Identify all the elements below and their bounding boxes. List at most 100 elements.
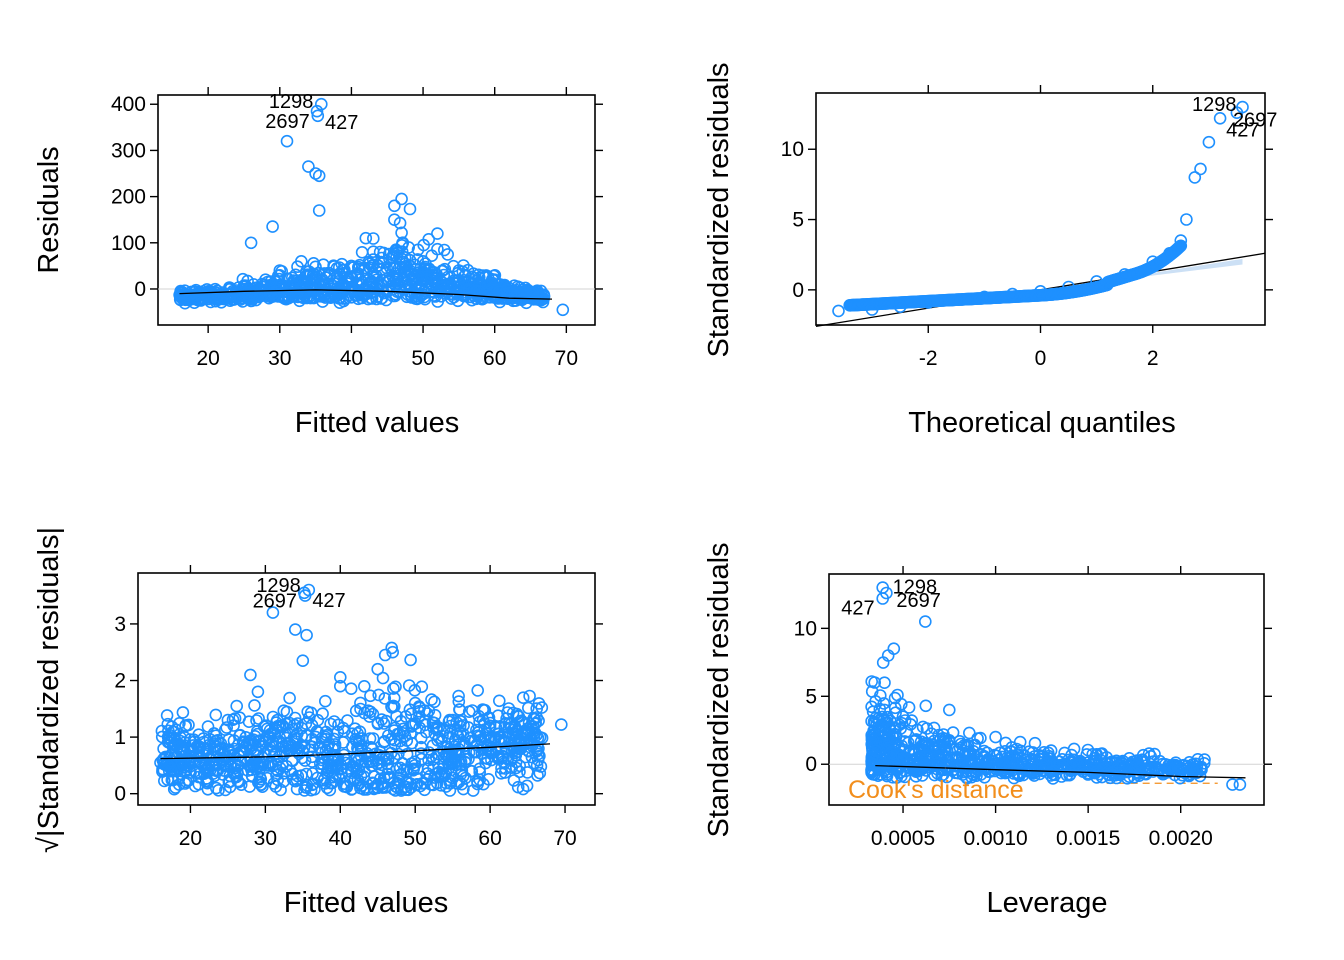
data-point bbox=[891, 688, 904, 702]
x-tick-label: 30 bbox=[254, 827, 277, 850]
data-point bbox=[259, 273, 272, 287]
data-point bbox=[290, 274, 304, 288]
data-point bbox=[286, 722, 300, 736]
data-point bbox=[157, 742, 170, 756]
data-point bbox=[530, 759, 544, 772]
data-point bbox=[865, 303, 879, 316]
data-point bbox=[468, 734, 482, 747]
data-point bbox=[898, 770, 912, 784]
data-point bbox=[404, 653, 417, 667]
data-point bbox=[388, 213, 401, 226]
data-point bbox=[178, 742, 191, 756]
x-tick-label: 60 bbox=[478, 827, 501, 850]
data-point bbox=[333, 679, 347, 693]
data-point bbox=[318, 694, 332, 708]
data-point bbox=[192, 777, 206, 791]
data-point bbox=[390, 727, 404, 741]
data-point bbox=[280, 134, 294, 148]
data-point bbox=[405, 720, 418, 733]
data-point bbox=[398, 729, 412, 743]
data-point bbox=[230, 770, 243, 784]
data-point bbox=[403, 202, 417, 216]
data-point bbox=[832, 304, 845, 318]
x-tick-label: 0 bbox=[1035, 347, 1047, 370]
observation-label: 427 bbox=[325, 112, 358, 134]
data-point bbox=[1188, 171, 1202, 184]
data-point bbox=[403, 277, 417, 291]
data-point bbox=[896, 743, 910, 757]
data-point bbox=[221, 713, 235, 727]
data-point bbox=[415, 680, 429, 694]
plot-frame bbox=[137, 572, 596, 806]
data-point bbox=[382, 762, 396, 776]
y-axis-title: Standardized residuals bbox=[703, 542, 735, 837]
data-point bbox=[254, 778, 268, 792]
data-point bbox=[404, 279, 418, 292]
data-point bbox=[311, 109, 325, 123]
data-point bbox=[888, 691, 902, 705]
data-point bbox=[291, 745, 304, 759]
data-point bbox=[360, 783, 374, 796]
data-point bbox=[396, 726, 410, 740]
data-point bbox=[1194, 761, 1207, 775]
data-point bbox=[199, 758, 212, 772]
data-point bbox=[473, 765, 487, 779]
data-point bbox=[251, 727, 264, 741]
data-point bbox=[1038, 763, 1051, 777]
data-point bbox=[959, 739, 973, 753]
y-axis-title: √|Standardized residuals| bbox=[33, 527, 65, 853]
data-point bbox=[154, 756, 167, 769]
data-point bbox=[1131, 758, 1144, 771]
data-point bbox=[431, 242, 444, 256]
data-point bbox=[868, 744, 882, 757]
data-point bbox=[187, 733, 201, 747]
data-point bbox=[297, 586, 311, 600]
data-point bbox=[1002, 752, 1016, 765]
data-point bbox=[404, 265, 417, 278]
data-point bbox=[377, 750, 391, 763]
data-point bbox=[379, 293, 393, 307]
data-point bbox=[441, 248, 455, 261]
data-point bbox=[1044, 744, 1058, 757]
data-point bbox=[914, 758, 928, 771]
data-point bbox=[350, 762, 363, 776]
data-point bbox=[521, 701, 535, 715]
data-point bbox=[264, 757, 278, 770]
data-point bbox=[479, 756, 492, 770]
data-point bbox=[296, 744, 310, 758]
data-point bbox=[865, 756, 879, 770]
data-point bbox=[980, 746, 994, 760]
x-tick-label: 0.0010 bbox=[963, 827, 1027, 850]
x-tick-label: 40 bbox=[329, 827, 352, 850]
data-point bbox=[176, 706, 190, 719]
data-point bbox=[939, 750, 952, 763]
data-point bbox=[916, 720, 930, 734]
data-point bbox=[531, 769, 544, 782]
data-point bbox=[507, 744, 521, 757]
data-point bbox=[886, 749, 900, 763]
y-tick-label: 0 bbox=[792, 279, 804, 302]
data-point bbox=[243, 759, 256, 773]
data-point bbox=[1063, 767, 1077, 781]
data-point bbox=[918, 615, 932, 628]
data-point bbox=[1131, 761, 1144, 775]
data-point bbox=[969, 766, 983, 779]
data-point bbox=[272, 272, 286, 286]
data-point bbox=[267, 777, 281, 790]
data-point bbox=[1013, 735, 1027, 749]
data-point bbox=[471, 684, 485, 697]
y-tick-label: 3 bbox=[114, 613, 126, 636]
data-point bbox=[886, 770, 899, 784]
data-point bbox=[400, 290, 414, 304]
data-point bbox=[444, 763, 458, 777]
y-tick-label: 400 bbox=[111, 93, 146, 116]
data-point bbox=[942, 703, 956, 717]
data-point bbox=[363, 261, 377, 275]
y-axis-title: Residuals bbox=[33, 146, 65, 273]
data-point bbox=[1194, 162, 1207, 176]
data-point bbox=[1028, 736, 1042, 750]
data-point bbox=[408, 696, 422, 710]
data-point bbox=[174, 739, 187, 753]
data-point bbox=[233, 729, 246, 742]
